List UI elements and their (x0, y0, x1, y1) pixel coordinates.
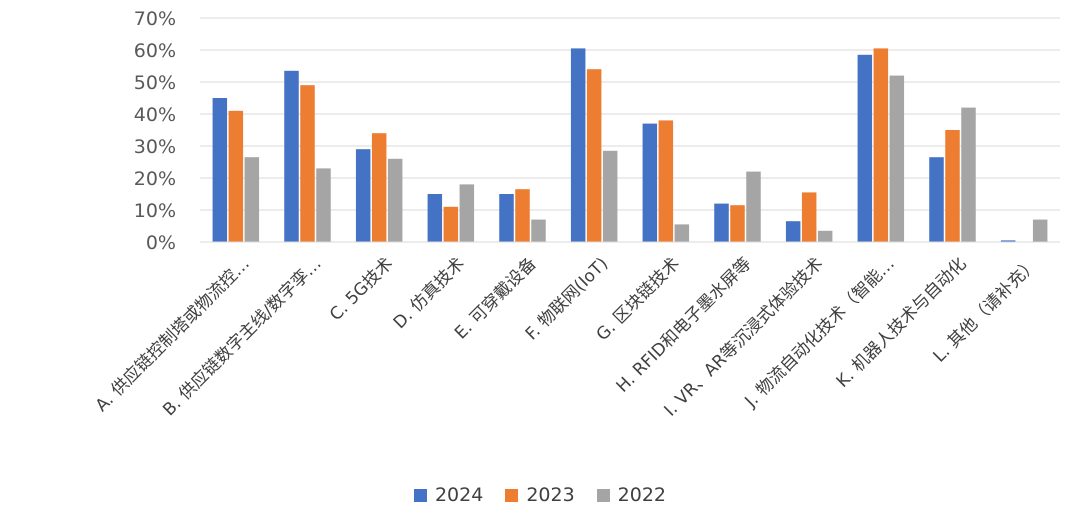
category-label: K. 机器人技术与自动化 (833, 254, 971, 392)
category-label: H. RFID和电子墨水屏等 (613, 254, 756, 397)
legend: 2024 2023 2022 (0, 484, 1080, 506)
bar-2022 (746, 171, 761, 242)
bar-2023 (730, 205, 745, 242)
bar-2022 (459, 184, 475, 242)
bar-2023 (228, 110, 244, 242)
bar-2024 (929, 157, 944, 242)
legend-label-2023: 2023 (526, 484, 575, 506)
bar-2023 (658, 120, 674, 242)
category-label: D. 仿真技术 (390, 254, 469, 333)
bar-2022 (889, 75, 905, 242)
bar-2024 (857, 54, 873, 242)
bar-2022 (531, 219, 546, 242)
legend-swatch-2024 (413, 488, 427, 502)
y-tick-label: 0% (146, 232, 176, 254)
bar-2024 (570, 48, 586, 243)
legend-item-2022: 2022 (596, 484, 667, 506)
y-tick-label: 70% (134, 8, 176, 30)
bar-2024 (355, 149, 371, 242)
bar-2022 (961, 107, 976, 242)
y-tick-label: 50% (134, 72, 176, 94)
bar-2023 (515, 189, 530, 242)
legend-item-2024: 2024 (413, 484, 484, 506)
bar-2024 (427, 194, 443, 242)
bar-2023 (371, 133, 387, 242)
bars (212, 48, 1048, 243)
bar-2023 (945, 130, 960, 242)
y-tick-label: 30% (134, 136, 176, 158)
y-tick-label: 10% (134, 200, 176, 222)
bar-2022 (316, 168, 331, 242)
bar-2024 (499, 194, 514, 242)
y-tick-label: 20% (134, 168, 176, 190)
y-tick-label: 60% (134, 40, 176, 62)
bar-2022 (244, 157, 260, 242)
bar-2022 (817, 230, 833, 242)
bar-2024 (642, 123, 658, 242)
bar-2024 (212, 98, 228, 242)
y-axis-tick-labels: 0% 10% 20% 30% 40% 50% 60% 70% (134, 8, 176, 254)
legend-swatch-2022 (596, 488, 610, 502)
legend-label-2022: 2022 (617, 484, 667, 506)
legend-swatch-2023 (505, 488, 519, 502)
bar-2022 (387, 158, 403, 242)
bar-2023 (300, 85, 315, 242)
bar-2022 (602, 150, 618, 242)
bar-2023 (801, 192, 817, 242)
bar-2023 (873, 48, 889, 243)
gridlines (200, 17, 1060, 211)
bar-2023 (586, 69, 602, 242)
bar-2024 (785, 221, 801, 242)
bar-2024 (714, 203, 729, 242)
category-label: C. 5G技术 (326, 254, 397, 325)
bar-chart: 0% 10% 20% 30% 40% 50% 60% 70% A. 供应链控制塔或物流控…B.… (92, 8, 1060, 421)
category-label: J. 物流自动化技术（智能… (741, 254, 899, 412)
bar-2023 (443, 206, 459, 242)
bar-2024 (284, 70, 299, 242)
bar-2024 (1000, 240, 1016, 242)
bar-2022 (1032, 219, 1048, 242)
legend-label-2024: 2024 (434, 484, 484, 506)
y-tick-label: 40% (134, 104, 176, 126)
legend-item-2023: 2023 (505, 484, 575, 506)
bar-2022 (674, 224, 690, 242)
